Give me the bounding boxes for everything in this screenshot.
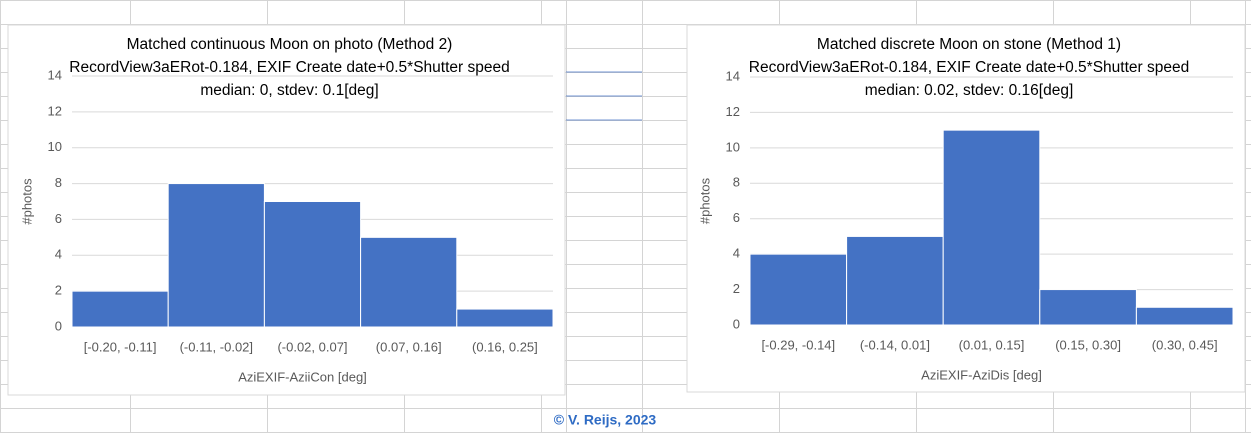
chart-title: Matched continuous Moon on photo (Method…	[127, 36, 453, 53]
y-tick-label: 0	[55, 318, 62, 333]
footer: © V. Reijs, 2023	[554, 412, 657, 428]
bar	[263, 201, 362, 328]
y-tick-label: 4	[55, 247, 62, 262]
x-tick-label: (0.30, 0.45]	[1152, 337, 1218, 352]
y-tick-label: 10	[48, 139, 62, 154]
x-tick-label: (0.15, 0.30]	[1055, 337, 1121, 352]
bar	[942, 129, 1041, 326]
chart-title: RecordView3aERot-0.184, EXIF Create date…	[749, 59, 1189, 76]
x-tick-label: [-0.29, -0.14]	[761, 337, 835, 352]
chart-title: median: 0.02, stdev: 0.16[deg]	[865, 82, 1074, 99]
x-tick-label: (-0.02, 0.07]	[277, 339, 347, 354]
bar	[749, 253, 848, 326]
bar	[1039, 289, 1137, 326]
bar	[1135, 306, 1234, 326]
y-tick-label: 10	[726, 139, 740, 154]
bar	[456, 308, 554, 328]
x-tick-label: (0.16, 0.25]	[472, 339, 538, 354]
y-axis-label: #photos	[697, 177, 712, 224]
y-tick-label: 14	[48, 67, 62, 82]
bar	[71, 290, 169, 328]
y-tick-label: 8	[55, 175, 62, 190]
y-tick-label: 12	[48, 103, 62, 118]
y-axis-label: #photos	[19, 178, 34, 225]
y-tick-label: 6	[55, 211, 62, 226]
chart-title: Matched discrete Moon on stone (Method 1…	[817, 36, 1121, 53]
x-axis-label: AziEXIF-AziiCon [deg]	[238, 369, 367, 384]
bar	[360, 236, 458, 328]
y-tick-label: 12	[726, 104, 740, 119]
x-tick-label: (0.07, 0.16]	[376, 339, 442, 354]
y-tick-label: 14	[726, 68, 740, 83]
x-axis-label: AziEXIF-AziDis [deg]	[921, 367, 1042, 382]
y-tick-label: 4	[733, 246, 740, 261]
y-tick-label: 8	[733, 175, 740, 190]
chart-title: RecordView3aERot-0.184, EXIF Create date…	[69, 59, 509, 76]
y-tick-label: 2	[733, 281, 740, 296]
bar	[846, 235, 944, 326]
x-tick-label: (-0.11, -0.02]	[180, 339, 253, 354]
y-tick-label: 2	[55, 283, 62, 298]
x-tick-label: (0.01, 0.15]	[959, 337, 1025, 352]
y-tick-label: 6	[733, 210, 740, 225]
chart-title: median: 0, stdev: 0.1[deg]	[200, 82, 378, 99]
x-tick-label: (-0.14, 0.01]	[860, 337, 930, 352]
y-tick-label: 0	[733, 316, 740, 331]
x-tick-label: [-0.20, -0.11]	[84, 339, 157, 354]
bar	[167, 183, 265, 328]
